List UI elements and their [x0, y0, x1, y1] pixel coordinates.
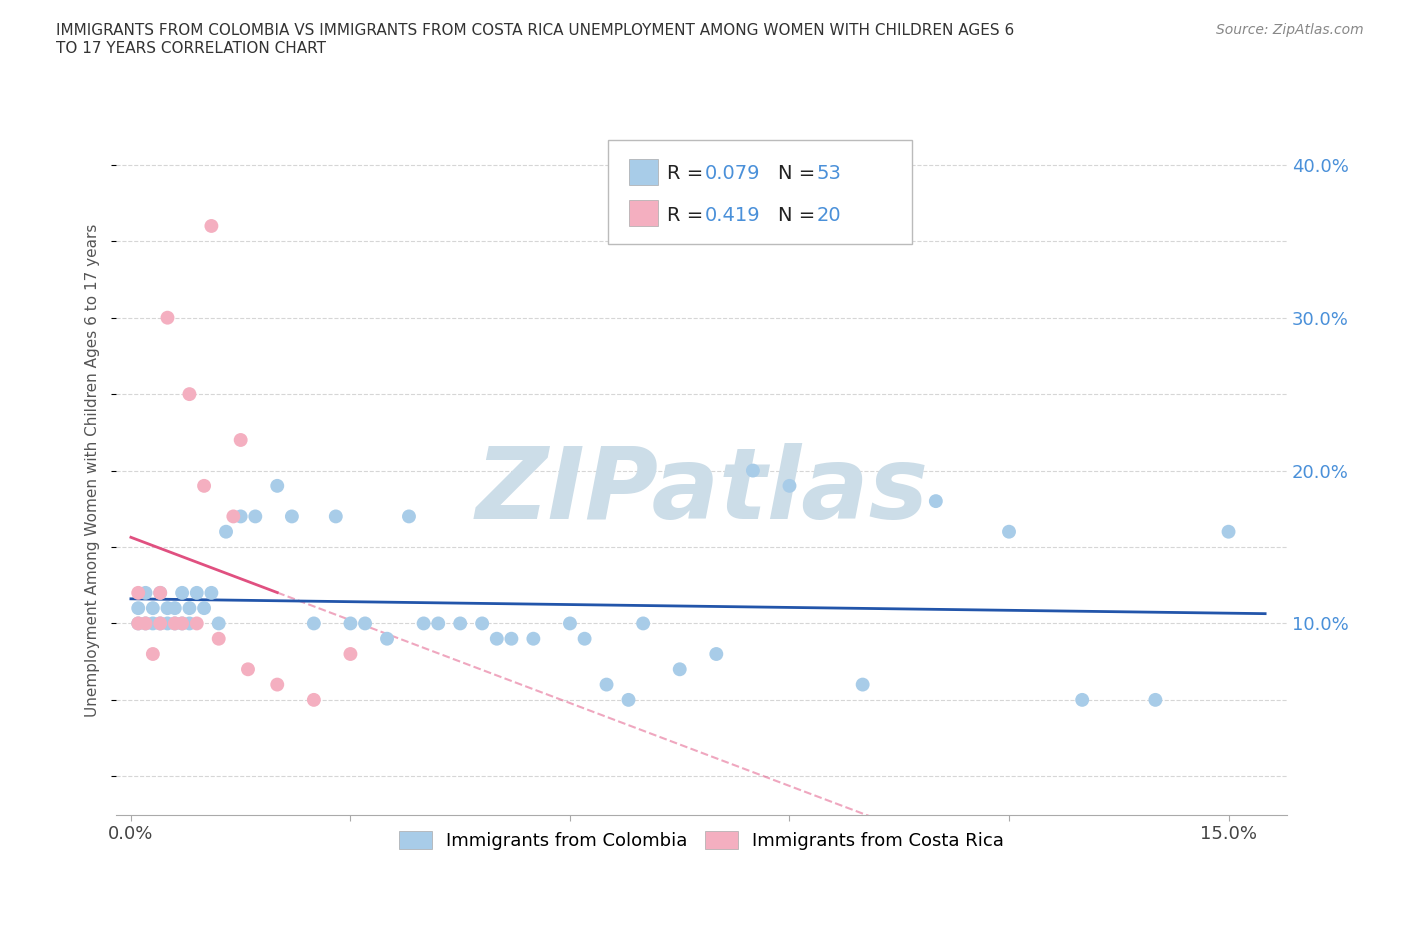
Point — [558, 616, 581, 631]
Point — [339, 616, 361, 631]
Point — [172, 616, 194, 631]
Point — [302, 693, 325, 708]
Point — [172, 616, 194, 631]
Point — [617, 693, 640, 708]
Point — [200, 585, 222, 600]
Point — [156, 311, 179, 325]
Point — [485, 631, 508, 646]
Point — [471, 616, 494, 631]
Point — [574, 631, 596, 646]
Point — [127, 601, 149, 616]
Text: 20: 20 — [817, 206, 841, 225]
Point — [135, 585, 157, 600]
Point — [179, 616, 201, 631]
Point — [266, 677, 288, 692]
Point — [501, 631, 523, 646]
Point — [149, 585, 172, 600]
Point — [998, 525, 1021, 539]
Point — [779, 478, 801, 493]
Point — [704, 646, 727, 661]
Point — [354, 616, 377, 631]
Text: N =: N = — [778, 165, 821, 183]
Text: ZIPatlas: ZIPatlas — [475, 443, 928, 539]
Point — [595, 677, 617, 692]
Point — [412, 616, 434, 631]
Point — [741, 463, 763, 478]
Point — [179, 387, 201, 402]
Point — [142, 616, 165, 631]
Y-axis label: Unemployment Among Women with Children Ages 6 to 17 years: Unemployment Among Women with Children A… — [86, 224, 100, 717]
Point — [236, 662, 259, 677]
Text: IMMIGRANTS FROM COLOMBIA VS IMMIGRANTS FROM COSTA RICA UNEMPLOYMENT AMONG WOMEN : IMMIGRANTS FROM COLOMBIA VS IMMIGRANTS F… — [56, 23, 1015, 56]
Point — [200, 219, 222, 233]
Text: Source: ZipAtlas.com: Source: ZipAtlas.com — [1216, 23, 1364, 37]
Point — [149, 585, 172, 600]
Point — [163, 616, 186, 631]
FancyBboxPatch shape — [607, 140, 912, 244]
Point — [229, 432, 252, 447]
Point — [427, 616, 450, 631]
Point — [156, 616, 179, 631]
Point — [135, 616, 157, 631]
Point — [222, 509, 245, 524]
Text: R =: R = — [666, 206, 716, 225]
Point — [186, 585, 208, 600]
Point — [1218, 525, 1240, 539]
Point — [156, 601, 179, 616]
Point — [925, 494, 948, 509]
Point — [302, 616, 325, 631]
Point — [1071, 693, 1094, 708]
Text: N =: N = — [778, 206, 821, 225]
Text: 0.419: 0.419 — [706, 206, 761, 225]
Point — [229, 509, 252, 524]
Point — [179, 601, 201, 616]
Point — [281, 509, 304, 524]
Point — [142, 646, 165, 661]
Point — [127, 616, 149, 631]
Point — [193, 478, 215, 493]
Point — [339, 646, 361, 661]
Text: R =: R = — [666, 165, 709, 183]
Point — [127, 616, 149, 631]
Point — [266, 478, 288, 493]
Point — [631, 616, 654, 631]
Point — [186, 616, 208, 631]
Point — [522, 631, 544, 646]
Text: 53: 53 — [817, 165, 841, 183]
Point — [163, 601, 186, 616]
Point — [245, 509, 267, 524]
Point — [149, 616, 172, 631]
Point — [449, 616, 471, 631]
Point — [668, 662, 690, 677]
Text: 0.079: 0.079 — [706, 165, 761, 183]
Point — [852, 677, 875, 692]
Point — [135, 616, 157, 631]
Point — [398, 509, 420, 524]
Legend: Immigrants from Colombia, Immigrants from Costa Rica: Immigrants from Colombia, Immigrants fro… — [392, 823, 1011, 857]
Point — [208, 616, 231, 631]
FancyBboxPatch shape — [628, 159, 658, 185]
Point — [325, 509, 347, 524]
Point — [172, 585, 194, 600]
Point — [193, 601, 215, 616]
Point — [215, 525, 238, 539]
Point — [375, 631, 398, 646]
Point — [127, 585, 149, 600]
Point — [142, 601, 165, 616]
Point — [149, 616, 172, 631]
Point — [1144, 693, 1167, 708]
Point — [208, 631, 231, 646]
Point — [163, 616, 186, 631]
FancyBboxPatch shape — [628, 200, 658, 226]
